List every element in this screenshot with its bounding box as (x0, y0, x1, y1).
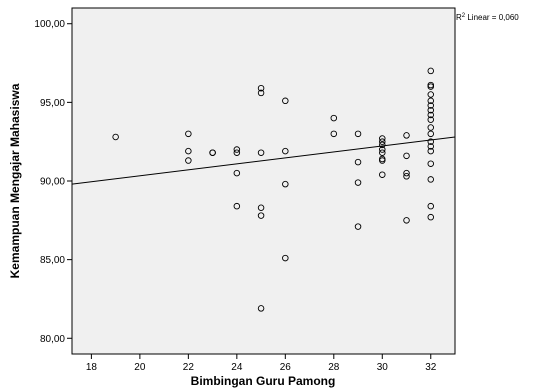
data-point (379, 157, 386, 164)
data-point (257, 84, 265, 92)
data-point (233, 169, 241, 177)
data-point (403, 169, 410, 177)
data-point (282, 180, 289, 188)
data-point (257, 89, 265, 97)
linear-fit-line (71, 136, 456, 185)
data-point (427, 111, 435, 119)
x-tick-label: 32 (425, 362, 437, 373)
data-point (354, 223, 362, 230)
data-point (379, 141, 386, 149)
data-point (282, 147, 289, 155)
data-point (257, 204, 265, 211)
y-tick-label: 85,00 (40, 255, 65, 266)
data-point (257, 149, 265, 156)
y-tick-label: 100,00 (34, 19, 65, 30)
data-point (379, 149, 386, 156)
data-point (257, 212, 265, 219)
data-points (112, 67, 435, 312)
data-point (427, 147, 435, 155)
r-squared-prefix: R (456, 13, 462, 22)
data-point (427, 202, 435, 210)
data-point (379, 138, 386, 145)
data-point (185, 157, 192, 164)
data-point (233, 149, 241, 156)
r-squared-superscript: 2 (462, 13, 466, 19)
data-point (427, 143, 435, 150)
x-tick-label: 18 (86, 362, 98, 373)
data-point (427, 213, 435, 221)
data-point (427, 91, 435, 98)
data-point (379, 171, 386, 178)
data-point (427, 176, 435, 183)
data-point (112, 133, 119, 141)
y-tick-label: 80,00 (40, 334, 65, 345)
x-axis: 18 20 22 24 26 28 30 32 (86, 354, 437, 373)
x-axis-title: Bimbingan Guru Pamong (191, 374, 336, 388)
y-tick-label: 90,00 (40, 177, 65, 188)
data-point (403, 173, 410, 180)
data-point (379, 146, 386, 153)
data-point (233, 146, 241, 153)
data-point (185, 130, 192, 138)
data-point (427, 67, 435, 75)
y-axis-title: Kemampuan Mengajar Mahasiswa (8, 83, 22, 278)
data-point (330, 130, 338, 138)
x-tick-label: 30 (377, 362, 389, 373)
r-squared-value: Linear = 0,060 (465, 13, 519, 22)
data-point (330, 114, 338, 122)
data-point (354, 130, 362, 138)
data-point (403, 152, 410, 160)
data-point (427, 102, 435, 109)
x-tick-label: 28 (328, 362, 340, 373)
data-point (233, 202, 241, 210)
data-point (403, 217, 410, 224)
x-tick-label: 26 (280, 362, 292, 373)
data-point (427, 130, 435, 138)
data-point (282, 97, 289, 105)
x-tick-label: 22 (183, 362, 195, 373)
x-tick-label: 20 (134, 362, 146, 373)
data-point (427, 160, 435, 167)
data-point (427, 97, 435, 105)
data-point (427, 116, 435, 123)
data-point (354, 158, 362, 166)
data-point (257, 305, 265, 312)
data-point (354, 179, 362, 186)
data-point (403, 132, 410, 139)
data-point (209, 149, 216, 156)
data-point (427, 106, 435, 114)
x-tick-label: 24 (231, 362, 243, 373)
r-squared-label: R2 Linear = 0,060 (456, 13, 519, 22)
data-point (427, 138, 435, 145)
data-point (427, 83, 435, 90)
data-point (427, 124, 435, 131)
plot-area (71, 7, 456, 355)
data-point (282, 254, 289, 262)
y-axis: 80,00 85,00 90,00 95,00 100,00 (34, 19, 72, 345)
y-tick-label: 95,00 (40, 98, 65, 109)
data-point (379, 135, 386, 142)
data-point (185, 147, 192, 155)
